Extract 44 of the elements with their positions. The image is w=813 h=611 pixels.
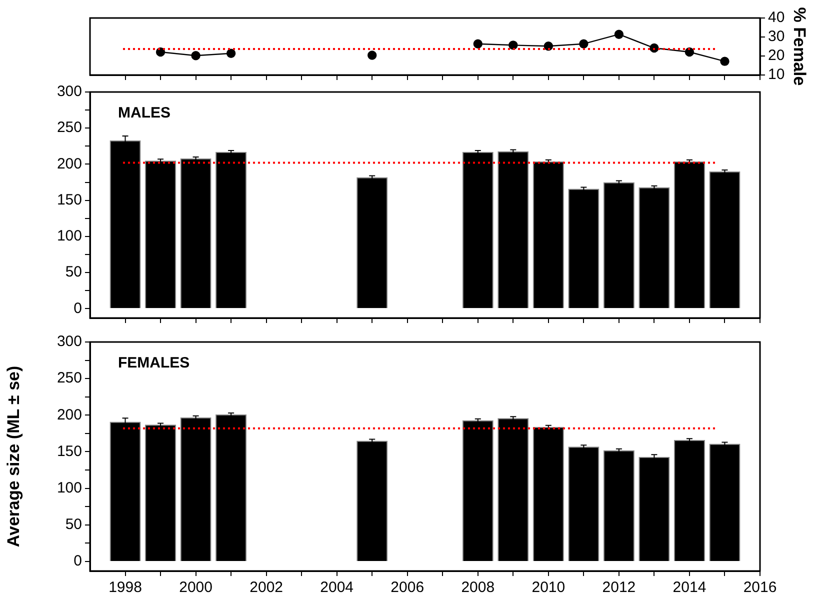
y-tick-label: 300 xyxy=(56,333,82,350)
y-tick-label: 100 xyxy=(56,479,82,496)
y2-tick-label: 20 xyxy=(768,47,785,64)
y2-tick-label: 40 xyxy=(768,9,785,26)
x-tick-label: 2014 xyxy=(672,579,706,596)
point xyxy=(368,50,377,60)
y-tick-label: 300 xyxy=(56,83,82,100)
y-tick-label: 200 xyxy=(56,406,82,424)
x-tick-label: 2006 xyxy=(390,579,424,596)
point xyxy=(156,47,166,57)
y-tick-label: 250 xyxy=(56,370,82,387)
annotation: MALES xyxy=(118,104,170,122)
x-tick-label: 2012 xyxy=(602,579,636,596)
point xyxy=(544,42,554,51)
x-tick-label: 2008 xyxy=(461,579,495,596)
point xyxy=(473,39,482,48)
y2-tick-label: 30 xyxy=(768,28,785,46)
y2-axis-title: % Female xyxy=(790,7,810,86)
x-tick-label: 2000 xyxy=(179,579,212,596)
point xyxy=(684,47,694,57)
x-tick-label: 2016 xyxy=(743,579,777,596)
x-tick-label: 2010 xyxy=(532,579,566,596)
y-tick-label: 100 xyxy=(56,228,82,245)
x-tick-label: 2002 xyxy=(250,579,284,596)
x-tick-label: 2004 xyxy=(320,579,354,596)
point xyxy=(226,48,236,58)
annotation: FEMALES xyxy=(118,354,190,372)
x-tick-label: 1998 xyxy=(108,579,142,596)
y-tick-label: 200 xyxy=(56,155,82,172)
point xyxy=(720,56,730,66)
point xyxy=(579,39,588,48)
y-axis-title: Average size (ML ± se) xyxy=(4,366,23,548)
y-tick-label: 150 xyxy=(56,191,82,208)
point xyxy=(191,51,200,60)
point xyxy=(650,43,659,53)
point xyxy=(508,40,518,50)
point xyxy=(614,30,624,39)
y-tick-label: 50 xyxy=(65,516,82,534)
y-tick-label: 0 xyxy=(74,300,82,317)
y-tick-label: 150 xyxy=(56,442,82,460)
y-tick-label: 50 xyxy=(65,264,82,281)
y-tick-label: 250 xyxy=(56,119,82,136)
y-tick-label: 0 xyxy=(74,552,82,570)
y2-tick-label: 10 xyxy=(768,66,785,84)
